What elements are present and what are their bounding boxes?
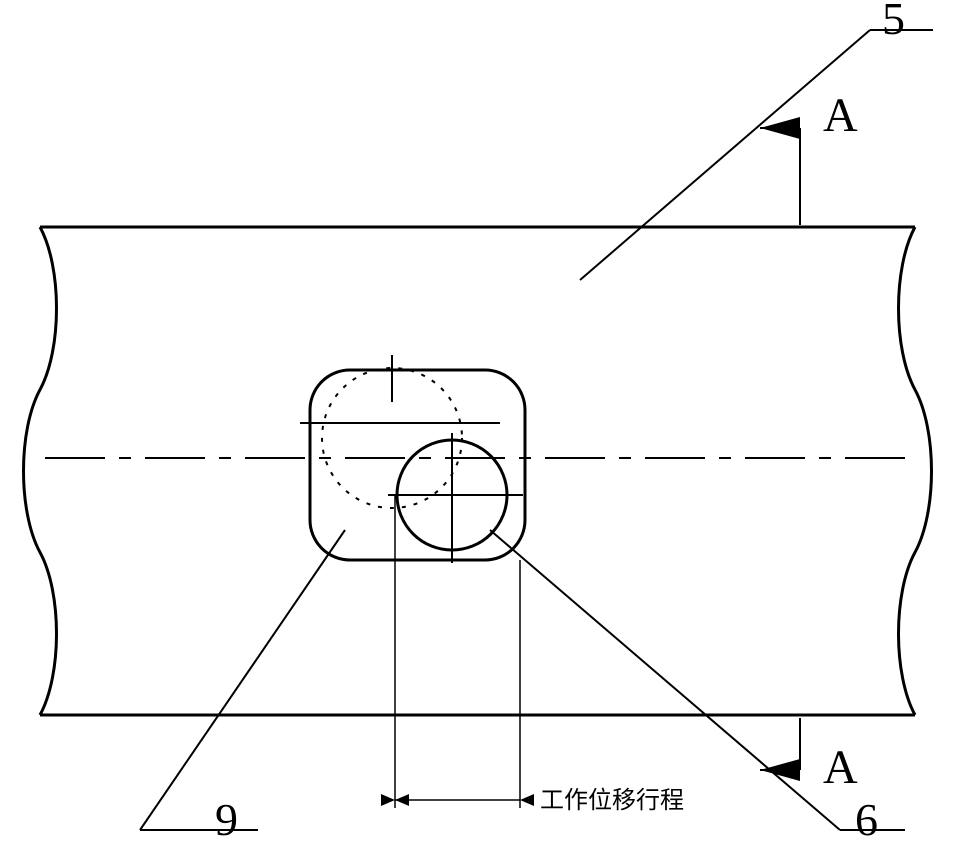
label-dimension: 工作位移行程 — [540, 780, 684, 815]
dimension-line — [381, 495, 534, 808]
label-part-6: 6 — [855, 793, 878, 846]
body-part-outline — [24, 227, 932, 715]
section-arrows — [760, 117, 800, 781]
label-section-bot: A — [823, 740, 858, 795]
diagram-stage: 5 6 9 A A 工作位移行程 — [0, 0, 955, 865]
diagram-svg — [0, 0, 955, 865]
leader-lines — [140, 30, 933, 830]
label-part-9: 9 — [215, 793, 238, 846]
label-part-5: 5 — [882, 0, 905, 45]
label-section-top: A — [823, 88, 858, 143]
